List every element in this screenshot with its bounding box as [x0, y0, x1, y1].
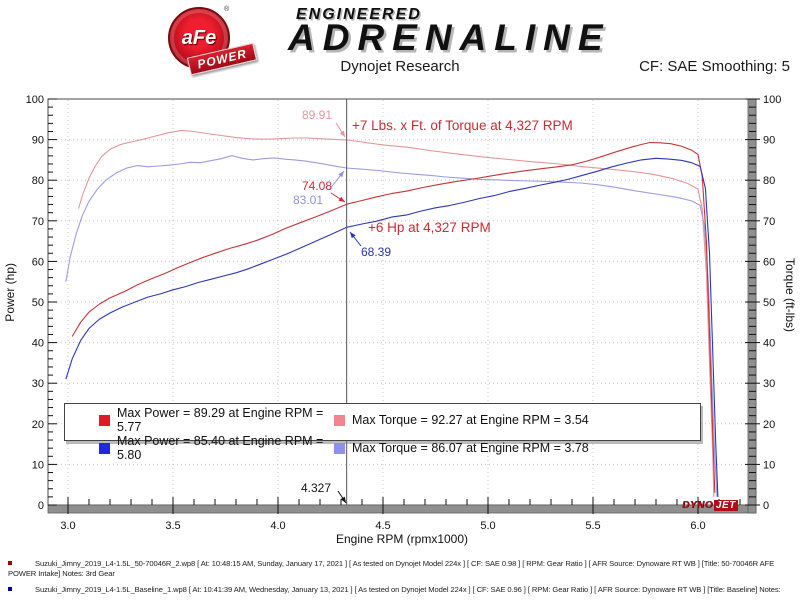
annotation-arrow — [349, 231, 362, 247]
legend-label: Max Torque = 92.27 at Engine RPM = 3.54 — [352, 413, 589, 427]
run-info-line: Suzuki_Jimny_2019_L4-1.5L_Baseline_1.wp8… — [35, 585, 781, 594]
afe-logo-text: aFe — [181, 26, 217, 49]
svg-text:5.0: 5.0 — [480, 520, 495, 532]
legend-swatch-red — [99, 414, 110, 426]
svg-text:6.0: 6.0 — [690, 520, 705, 532]
legend-label: Max Torque = 86.07 at Engine RPM = 3.78 — [352, 441, 589, 455]
brand-engineered-text: ENGINEERED — [296, 6, 422, 23]
legend-item-max-torque-baseline: Max Torque = 86.07 at Engine RPM = 3.78 — [334, 441, 700, 455]
svg-text:10: 10 — [763, 459, 775, 471]
legend-swatch-periwinkle — [334, 442, 345, 454]
series-power_baseline — [65, 157, 719, 497]
run-bullet-blue — [8, 587, 12, 591]
svg-text:4.5: 4.5 — [375, 520, 390, 532]
svg-text:20: 20 — [32, 419, 44, 431]
brand-adrenaline-text: ADRENALINE — [288, 17, 611, 58]
svg-text:30: 30 — [32, 378, 44, 390]
annotation-arrow — [328, 170, 345, 191]
svg-text:3.0: 3.0 — [60, 520, 75, 532]
series-power_intake — [71, 141, 716, 493]
annotation-arrow — [330, 192, 346, 203]
run-info-intake: Suzuki_Jimny_2019_L4-1.5L_50-70046R_2.wp… — [8, 559, 797, 578]
svg-text:90: 90 — [32, 135, 44, 147]
svg-text:60: 60 — [32, 256, 44, 268]
svg-text:100: 100 — [763, 94, 781, 106]
svg-text:70: 70 — [763, 216, 775, 228]
run-info-line: Suzuki_Jimny_2019_L4-1.5L_50-70046R_2.wp… — [35, 559, 775, 568]
annotation-arrow — [335, 122, 346, 138]
svg-text:5.5: 5.5 — [585, 520, 600, 532]
axis-ticks — [48, 98, 760, 514]
dynojet-logo: DYNO JET — [682, 500, 738, 511]
legend-swatch-salmon — [334, 414, 345, 426]
svg-text:10: 10 — [32, 459, 44, 471]
series-torque_baseline — [65, 155, 718, 497]
power-baseline-cursor-value: 68.39 — [361, 245, 392, 259]
legend-swatch-blue — [99, 442, 110, 454]
x-axis-label: Engine RPM (rpmx1000) — [335, 532, 469, 546]
svg-text:80: 80 — [763, 175, 775, 187]
svg-text:50: 50 — [32, 297, 44, 309]
cursor-rpm-value: 4.327 — [301, 481, 332, 495]
y-axis-label-torque: Torque (ft-lbs) — [783, 258, 797, 333]
series-torque_intake — [77, 129, 715, 497]
legend-label: Max Power = 89.29 at Engine RPM = 5.77 — [117, 406, 324, 434]
dynojet-logo-dyno: DYNO — [682, 500, 713, 511]
torque-gain-annotation: +7 Lbs. x Ft. of Torque at 4,327 RPM — [352, 118, 573, 133]
dynojet-logo-jet: JET — [713, 500, 738, 511]
svg-text:90: 90 — [763, 135, 775, 147]
svg-text:60: 60 — [763, 256, 775, 268]
annotation-arrow — [337, 490, 347, 504]
svg-text:20: 20 — [763, 419, 775, 431]
legend-item-max-power-baseline: Max Power = 85.40 at Engine RPM = 5.80 — [99, 434, 334, 462]
svg-text:40: 40 — [763, 338, 775, 350]
cf-smoothing-label: CF: SAE Smoothing: 5 — [639, 58, 790, 75]
axis-tick-labels: 0 0 10 10 20 20 30 30 40 40 50 50 60 60 70 70 80 80 90 90 10… — [26, 94, 782, 532]
run-info-line: POWER Intake] Notes: 3rd Gear — [8, 568, 115, 578]
trademark-symbol: ® — [224, 6, 230, 13]
svg-text:30: 30 — [763, 378, 775, 390]
svg-text:3.5: 3.5 — [165, 520, 180, 532]
svg-text:0: 0 — [763, 500, 769, 512]
run-info-baseline: Suzuki_Jimny_2019_L4-1.5L_Baseline_1.wp8… — [8, 585, 797, 595]
svg-text:50: 50 — [763, 297, 775, 309]
svg-text:80: 80 — [32, 175, 44, 187]
power-intake-cursor-value: 74.08 — [302, 179, 333, 193]
svg-text:0: 0 — [38, 500, 44, 512]
legend-item-max-torque-intake: Max Torque = 92.27 at Engine RPM = 3.54 — [334, 413, 700, 427]
torque-baseline-cursor-value: 83.01 — [293, 193, 324, 207]
power-gain-annotation: +6 Hp at 4,327 RPM — [368, 220, 491, 235]
report-title: Dynojet Research — [340, 58, 460, 75]
svg-text:100: 100 — [26, 94, 44, 106]
legend-item-max-power-intake: Max Power = 89.29 at Engine RPM = 5.77 — [99, 406, 334, 434]
torque-intake-cursor-value: 89.91 — [302, 108, 333, 122]
svg-text:4.0: 4.0 — [270, 520, 285, 532]
svg-text:40: 40 — [32, 338, 44, 350]
legend-label: Max Power = 85.40 at Engine RPM = 5.80 — [117, 434, 324, 462]
data-series — [65, 129, 719, 497]
run-bullet-red — [8, 561, 12, 565]
svg-text:70: 70 — [32, 216, 44, 228]
chart-legend: Max Power = 89.29 at Engine RPM = 5.77 M… — [64, 403, 701, 462]
